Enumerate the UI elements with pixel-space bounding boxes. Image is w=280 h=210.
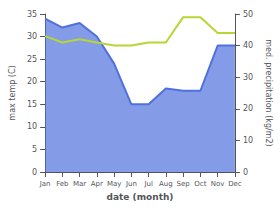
svg-text:15: 15 bbox=[27, 100, 37, 109]
svg-text:Mar: Mar bbox=[73, 180, 86, 188]
svg-text:Oct: Oct bbox=[194, 180, 206, 188]
svg-text:20: 20 bbox=[27, 77, 37, 86]
svg-text:Sep: Sep bbox=[177, 180, 191, 188]
svg-text:Dec: Dec bbox=[228, 180, 242, 188]
svg-text:0: 0 bbox=[32, 168, 37, 177]
svg-text:0: 0 bbox=[243, 168, 248, 177]
svg-text:max temp (C): max temp (C) bbox=[8, 65, 17, 120]
svg-text:Aug: Aug bbox=[159, 180, 173, 188]
svg-text:30: 30 bbox=[243, 73, 253, 82]
svg-text:10: 10 bbox=[243, 136, 253, 145]
svg-text:Jan: Jan bbox=[39, 180, 51, 188]
svg-text:Jul: Jul bbox=[143, 180, 153, 188]
svg-text:med. precipitation (kg/m2): med. precipitation (kg/m2) bbox=[264, 39, 273, 146]
svg-text:Feb: Feb bbox=[56, 180, 69, 188]
svg-text:Jun: Jun bbox=[125, 180, 137, 188]
svg-text:25: 25 bbox=[27, 55, 37, 64]
svg-text:5: 5 bbox=[32, 145, 37, 154]
svg-text:20: 20 bbox=[243, 104, 253, 113]
svg-text:10: 10 bbox=[27, 122, 37, 131]
svg-text:30: 30 bbox=[27, 32, 37, 41]
svg-text:35: 35 bbox=[27, 10, 37, 19]
svg-text:May: May bbox=[107, 180, 121, 188]
svg-text:40: 40 bbox=[243, 41, 253, 50]
svg-text:50: 50 bbox=[243, 10, 253, 19]
svg-text:date (month): date (month) bbox=[107, 192, 174, 202]
svg-text:Apr: Apr bbox=[91, 180, 103, 188]
svg-text:Nov: Nov bbox=[211, 180, 225, 188]
